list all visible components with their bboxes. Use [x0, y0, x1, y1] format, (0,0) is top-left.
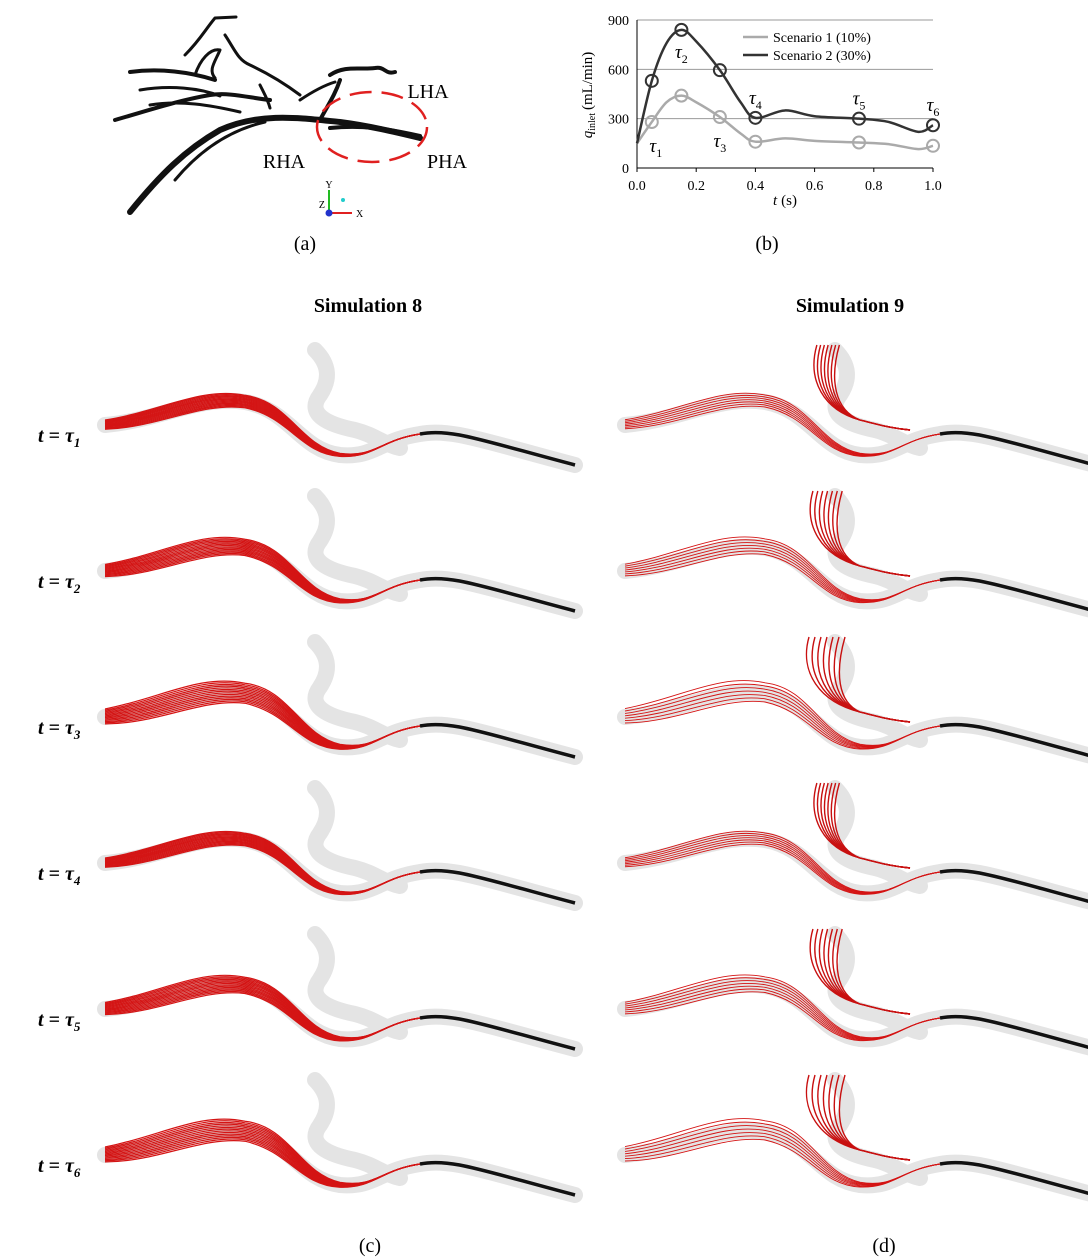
tau-subscript: 3 [720, 141, 726, 155]
row-label-text: t = τ [38, 863, 75, 885]
figure: LHA RHA PHA Y Z X (a) (b) qinlet(mL/min)… [0, 0, 1088, 1257]
streamline-view [625, 929, 1088, 1049]
x-tick-label: 0.2 [687, 179, 705, 194]
tau-subscript: 5 [859, 99, 865, 113]
tau-label: τ5 [853, 89, 866, 113]
x-axis-label: t(s) [773, 193, 797, 209]
vessel-tube [315, 788, 400, 886]
row-label-text: t = τ [38, 1155, 75, 1177]
vessel-tube [315, 642, 400, 740]
vessel-tube [835, 788, 920, 886]
vessel-tube [315, 1080, 400, 1178]
row-label-sub: 1 [74, 435, 81, 450]
x-tick-label: 0.4 [747, 179, 765, 194]
row-label-text: t = τ [38, 1009, 75, 1031]
row-label: t = τ6 [38, 1155, 81, 1180]
y-tick-label: 0 [622, 162, 629, 177]
x-tick-label: 0.0 [628, 179, 646, 194]
tau-subscript: 2 [682, 52, 688, 66]
row-label: t = τ5 [38, 1009, 81, 1034]
axis-triad: Y Z X [319, 180, 364, 220]
streamline-view [105, 788, 575, 903]
vessel-tube [835, 496, 920, 594]
column-header: Simulation 8 [314, 295, 422, 317]
row-label-text: t = τ [38, 571, 75, 593]
tau-label: τ6 [927, 95, 940, 119]
vessel-tube [315, 934, 400, 1032]
vessel-tube [315, 350, 400, 448]
caption: (b) [755, 233, 778, 255]
tau-subscript: 1 [656, 146, 662, 160]
streamline-view [625, 1075, 1088, 1195]
streamline-view [105, 1080, 575, 1195]
y-tick-label: 900 [608, 14, 629, 29]
row-label-sub: 2 [73, 581, 81, 596]
row-label: t = τ1 [38, 425, 80, 450]
row-label-sub: 5 [74, 1019, 81, 1034]
vessel-label: RHA [263, 151, 306, 173]
row-label-text: t = τ [38, 425, 75, 447]
streamline-view [105, 350, 575, 465]
vessel-label: LHA [407, 81, 449, 103]
tau-label: τ4 [749, 88, 762, 112]
streamline-view [105, 934, 575, 1049]
y-axis-label: qinlet(mL/min) [580, 52, 598, 139]
caption: (a) [294, 233, 316, 255]
streamline-view [105, 496, 575, 611]
row-label: t = τ3 [38, 717, 81, 742]
vessel-label: PHA [427, 151, 468, 173]
y-tick-label: 600 [608, 63, 629, 78]
vessel-tube [835, 642, 920, 740]
axis-letter: Y [325, 180, 332, 191]
row-label-sub: 3 [73, 727, 81, 742]
vessel-tree [115, 17, 420, 212]
row-label-sub: 4 [73, 873, 81, 888]
x-tick-label: 0.8 [865, 179, 883, 194]
streamline-view [625, 345, 1088, 465]
streamline-view [105, 642, 575, 757]
tau-subscript: 4 [756, 98, 762, 112]
legend-label: Scenario 1 (10%) [773, 31, 871, 46]
vessel-tube [835, 350, 920, 448]
streamline-view [625, 637, 1088, 757]
vessel-tube [835, 1080, 920, 1178]
streamline-view [625, 491, 1088, 611]
row-label: t = τ2 [38, 571, 81, 596]
tau-label: τ1 [649, 136, 662, 160]
row-label: t = τ4 [38, 863, 81, 888]
x-tick-label: 0.6 [806, 179, 824, 194]
vessel-tube [315, 496, 400, 594]
row-label-text: t = τ [38, 717, 75, 739]
axis-letter: Z [319, 200, 325, 211]
page: { "panel_a": {"labels": ["LHA", "RHA", "… [0, 0, 1088, 1257]
tau-label: τ3 [713, 131, 726, 155]
column-header: Simulation 9 [796, 295, 904, 317]
x-tick-label: 1.0 [924, 179, 942, 194]
tau-label: τ2 [675, 42, 688, 66]
tau-subscript: 6 [933, 105, 939, 119]
row-label-sub: 6 [74, 1165, 81, 1180]
caption: (c) [359, 1235, 381, 1257]
streamline-view [625, 783, 1088, 903]
caption: (d) [872, 1235, 895, 1257]
axis-letter: X [356, 209, 364, 220]
y-tick-label: 300 [608, 113, 629, 128]
legend-label: Scenario 2 (30%) [773, 49, 871, 64]
vessel-tube [835, 934, 920, 1032]
